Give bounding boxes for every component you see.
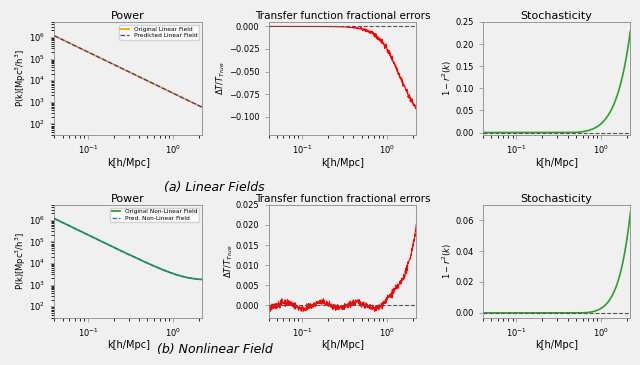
Title: Power: Power xyxy=(111,11,145,21)
Y-axis label: $\Delta T/T_{True}$: $\Delta T/T_{True}$ xyxy=(215,61,227,95)
Line: Original Non-Linear Field: Original Non-Linear Field xyxy=(54,219,202,280)
Predicted Linear Field xyxy=(138,76,145,80)
Original Linear Field xyxy=(117,66,125,70)
X-axis label: k[h/Mpc]: k[h/Mpc] xyxy=(321,341,364,350)
Line: Predicted Linear Field: Predicted Linear Field xyxy=(54,36,202,107)
Text: (b) Nonlinear Field: (b) Nonlinear Field xyxy=(157,343,272,356)
Pred. Non-Linear Field xyxy=(198,277,206,282)
Original Non-Linear Field xyxy=(149,264,157,268)
X-axis label: k[h/Mpc]: k[h/Mpc] xyxy=(535,158,578,168)
Title: Power: Power xyxy=(111,194,145,204)
Predicted Linear Field xyxy=(198,105,206,110)
Y-axis label: P(k)[Mpc$^3$/h$^3$]: P(k)[Mpc$^3$/h$^3$] xyxy=(13,50,28,107)
Y-axis label: $1 - r^2(k)$: $1 - r^2(k)$ xyxy=(440,243,454,279)
Pred. Non-Linear Field xyxy=(117,249,125,253)
Pred. Non-Linear Field xyxy=(162,269,170,273)
Predicted Linear Field xyxy=(88,52,96,56)
Predicted Linear Field xyxy=(51,34,58,38)
Original Linear Field xyxy=(77,46,84,51)
Original Non-Linear Field xyxy=(77,229,84,233)
Original Non-Linear Field xyxy=(138,258,145,262)
Original Non-Linear Field xyxy=(198,277,206,282)
Original Non-Linear Field xyxy=(117,249,125,253)
Line: Pred. Non-Linear Field: Pred. Non-Linear Field xyxy=(54,219,202,280)
Predicted Linear Field xyxy=(162,87,170,92)
Pred. Non-Linear Field xyxy=(138,258,145,262)
Original Linear Field xyxy=(88,52,96,56)
Pred. Non-Linear Field xyxy=(88,235,96,239)
Original Linear Field xyxy=(162,87,170,92)
Original Linear Field xyxy=(198,105,206,110)
Pred. Non-Linear Field xyxy=(51,216,58,221)
Original Linear Field xyxy=(138,76,145,80)
Title: Transfer function fractional errors: Transfer function fractional errors xyxy=(255,194,430,204)
Legend: Original Linear Field, Predicted Linear Field: Original Linear Field, Predicted Linear … xyxy=(118,25,199,40)
Title: Stochasticity: Stochasticity xyxy=(520,194,593,204)
Text: (a) Linear Fields: (a) Linear Fields xyxy=(164,181,265,194)
X-axis label: k[h/Mpc]: k[h/Mpc] xyxy=(535,341,578,350)
Y-axis label: P(k)[Mpc$^3$/h$^3$]: P(k)[Mpc$^3$/h$^3$] xyxy=(13,232,28,290)
X-axis label: k[h/Mpc]: k[h/Mpc] xyxy=(321,158,364,168)
Title: Stochasticity: Stochasticity xyxy=(520,11,593,21)
Original Non-Linear Field xyxy=(88,235,96,239)
Original Linear Field xyxy=(149,81,157,86)
X-axis label: k[h/Mpc]: k[h/Mpc] xyxy=(107,341,150,350)
Original Non-Linear Field xyxy=(51,216,58,221)
Line: Original Linear Field: Original Linear Field xyxy=(54,36,202,107)
Y-axis label: $\Delta T/T_{True}$: $\Delta T/T_{True}$ xyxy=(222,244,234,278)
Pred. Non-Linear Field xyxy=(77,229,84,233)
Original Linear Field xyxy=(51,34,58,38)
Pred. Non-Linear Field xyxy=(149,264,157,268)
Legend: Original Non-Linear Field, Pred. Non-Linear Field: Original Non-Linear Field, Pred. Non-Lin… xyxy=(109,208,199,222)
Predicted Linear Field xyxy=(149,81,157,86)
Predicted Linear Field xyxy=(117,66,125,70)
X-axis label: k[h/Mpc]: k[h/Mpc] xyxy=(107,158,150,168)
Original Non-Linear Field xyxy=(162,269,170,273)
Title: Transfer function fractional errors: Transfer function fractional errors xyxy=(255,11,430,21)
Y-axis label: $1 - r^2(k)$: $1 - r^2(k)$ xyxy=(440,60,454,96)
Predicted Linear Field xyxy=(77,46,84,51)
